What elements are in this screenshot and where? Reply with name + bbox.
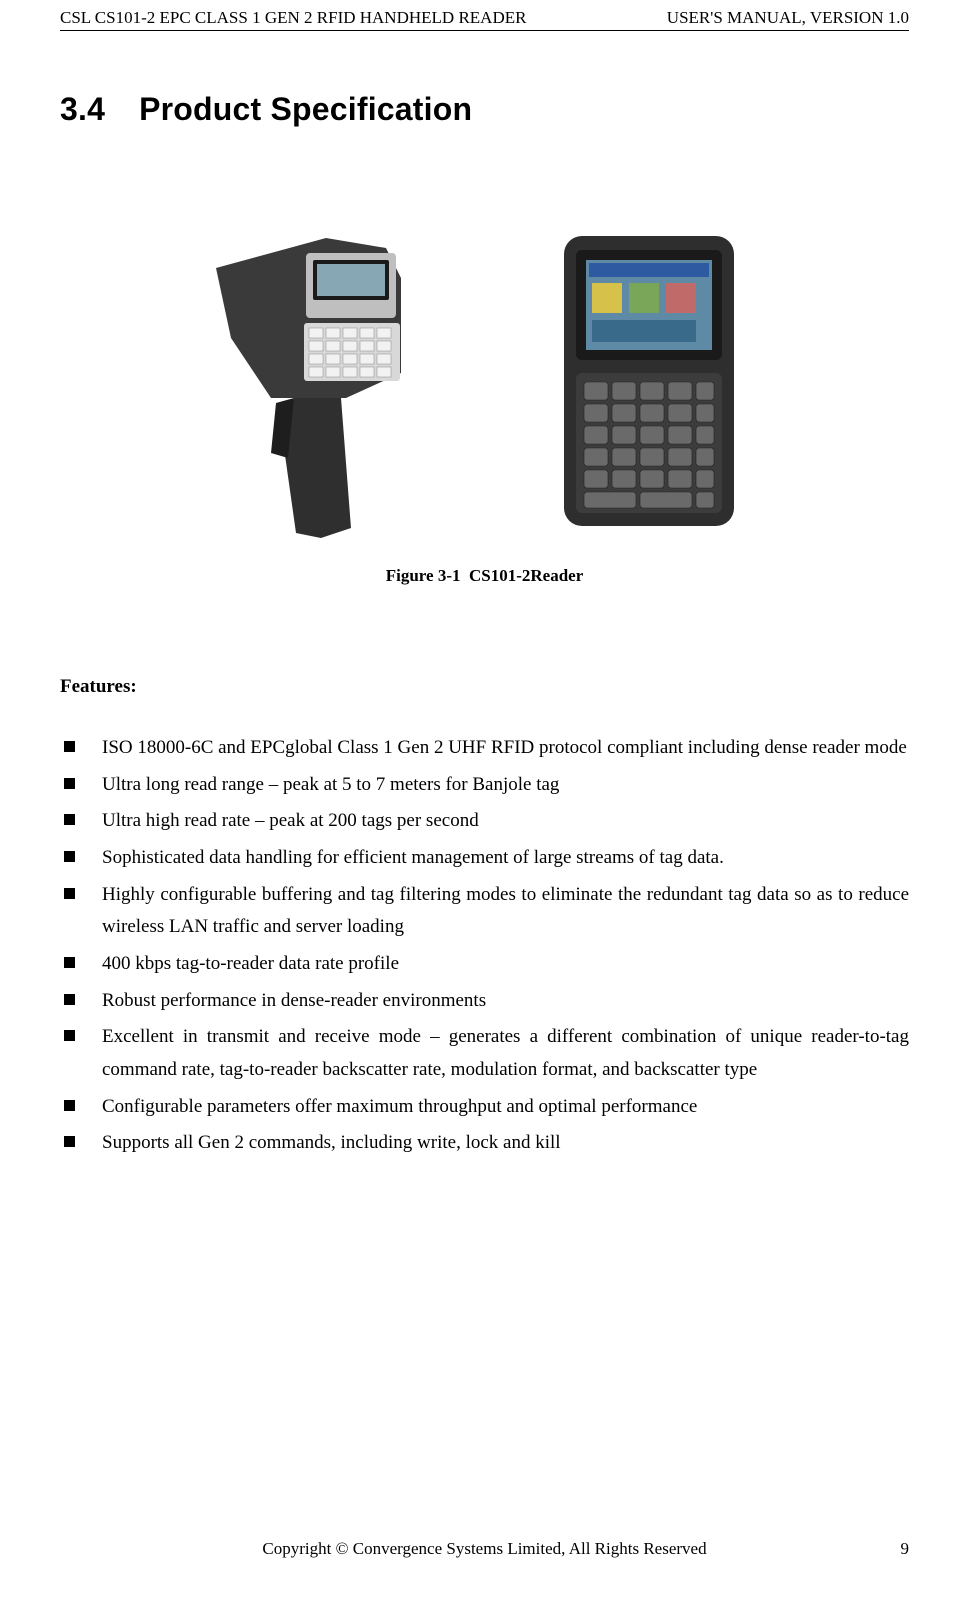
footer-copyright: Copyright © Convergence Systems Limited,… [90, 1539, 879, 1559]
rfid-reader-side-icon [176, 208, 476, 548]
header-right: USER'S MANUAL, VERSION 1.0 [667, 8, 909, 28]
section-title: Product Specification [139, 91, 472, 127]
list-item: Supports all Gen 2 commands, including w… [60, 1127, 909, 1160]
rfid-reader-top-icon [504, 208, 794, 548]
product-figure-side [176, 208, 476, 548]
product-figures [60, 208, 909, 548]
list-item: 400 kbps tag-to-reader data rate profile [60, 948, 909, 981]
footer-spacer [60, 1539, 90, 1559]
page-footer: Copyright © Convergence Systems Limited,… [60, 1539, 909, 1559]
list-item: Sophisticated data handling for efficien… [60, 842, 909, 875]
list-item: Robust performance in dense-reader envir… [60, 985, 909, 1018]
features-list: ISO 18000-6C and EPCglobal Class 1 Gen 2… [60, 732, 909, 1160]
list-item: Ultra high read rate – peak at 200 tags … [60, 805, 909, 838]
figure-caption: Figure 3-1 CS101-2Reader [60, 566, 909, 586]
list-item: Highly configurable buffering and tag fi… [60, 879, 909, 944]
section-number: 3.4 [60, 91, 105, 127]
list-item: ISO 18000-6C and EPCglobal Class 1 Gen 2… [60, 732, 909, 765]
footer-page-number: 9 [879, 1539, 909, 1559]
product-figure-top [504, 208, 794, 548]
figure-caption-prefix: Figure 3-1 [386, 566, 461, 585]
list-item: Configurable parameters offer maximum th… [60, 1091, 909, 1124]
figure-caption-text: CS101-2Reader [469, 566, 583, 585]
header-left: CSL CS101-2 EPC CLASS 1 GEN 2 RFID HANDH… [60, 8, 526, 28]
list-item: Excellent in transmit and receive mode –… [60, 1021, 909, 1086]
list-item: Ultra long read range – peak at 5 to 7 m… [60, 769, 909, 802]
features-heading: Features: [60, 676, 909, 698]
page-header: CSL CS101-2 EPC CLASS 1 GEN 2 RFID HANDH… [60, 0, 909, 31]
section-heading: 3.4 Product Specification [60, 91, 909, 128]
